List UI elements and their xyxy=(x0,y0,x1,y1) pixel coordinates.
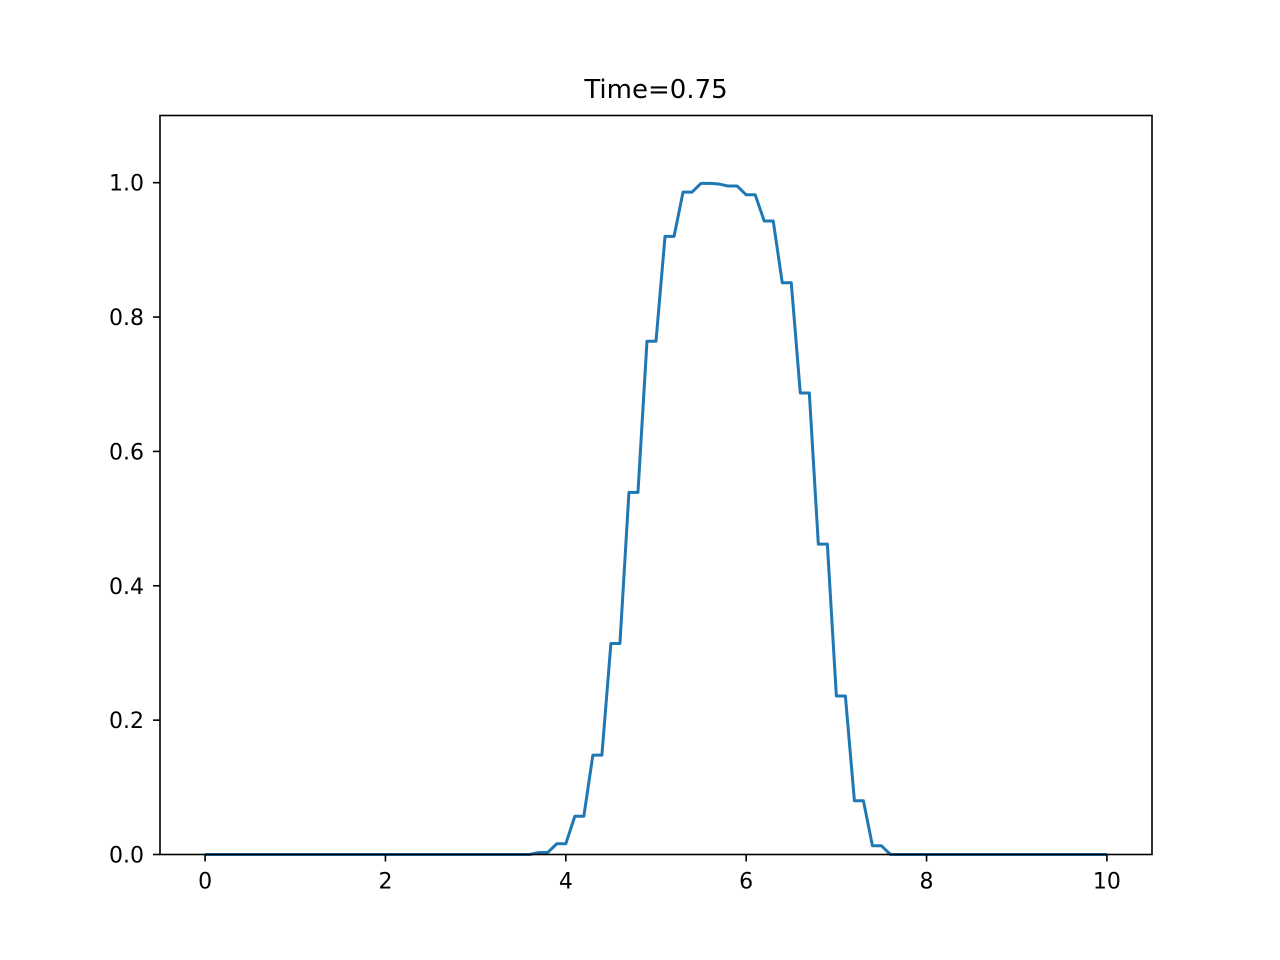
series-layer xyxy=(205,181,1107,856)
x-tick-label-2: 4 xyxy=(559,870,573,895)
y-axis: 0.0 0.2 0.4 0.6 0.8 1.0 xyxy=(109,172,160,869)
x-tick-label-3: 6 xyxy=(739,870,753,895)
y-tick-label-5: 1.0 xyxy=(109,172,144,197)
plot-frame xyxy=(159,114,1153,856)
x-tick-label-4: 8 xyxy=(920,870,934,895)
x-tick-label-1: 2 xyxy=(378,870,392,895)
y-tick-label-0: 0.0 xyxy=(109,844,144,869)
chart-title: Time=0.75 xyxy=(583,75,727,105)
series-line-0 xyxy=(205,181,1107,856)
y-tick-label-1: 0.2 xyxy=(109,709,144,734)
x-tick-label-0: 0 xyxy=(198,870,212,895)
x-tick-label-5: 10 xyxy=(1093,870,1121,895)
y-tick-label-2: 0.4 xyxy=(109,575,144,600)
y-tick-label-4: 0.8 xyxy=(109,306,144,331)
x-axis: 0 2 4 6 8 10 xyxy=(198,854,1121,895)
y-tick-label-3: 0.6 xyxy=(109,440,144,465)
